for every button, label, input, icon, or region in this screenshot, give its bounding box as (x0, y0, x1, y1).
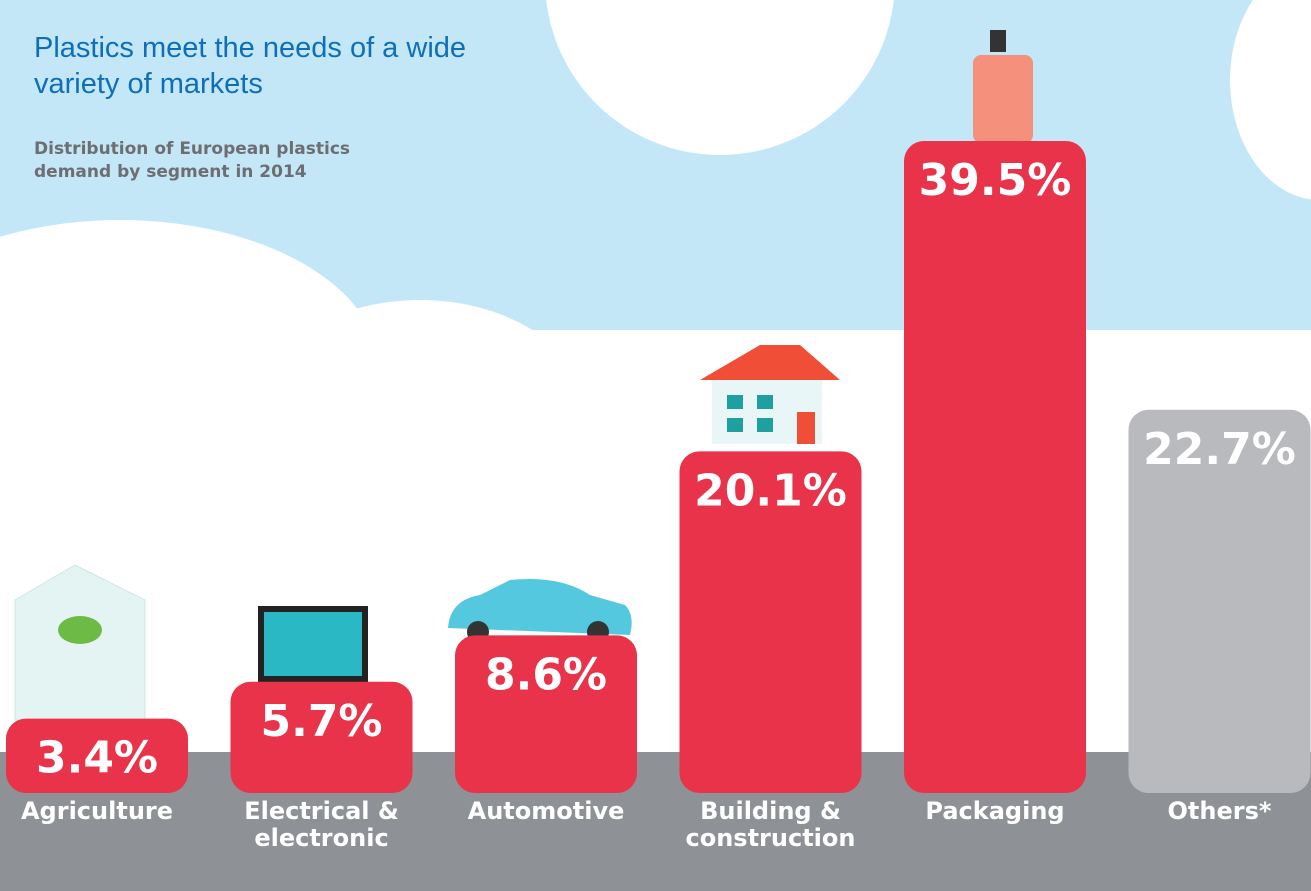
bar (679, 451, 862, 793)
bar (230, 681, 413, 793)
clouds (0, 0, 1311, 790)
bar (455, 635, 637, 793)
tv (258, 606, 368, 682)
category-label: Building & construction (685, 797, 856, 852)
bottle (973, 30, 1033, 143)
value-label: 5.7% (260, 696, 382, 747)
value-label: 20.1% (694, 465, 847, 516)
ground (0, 752, 1311, 891)
bar (904, 141, 1086, 793)
category-label: Electrical & electronic (244, 797, 399, 852)
category-label: Agriculture (20, 797, 174, 825)
bar (6, 718, 188, 793)
bar (1128, 409, 1311, 793)
value-label: 3.4% (36, 733, 158, 784)
value-label: 8.6% (485, 649, 607, 700)
category-label: Automotive (467, 797, 625, 825)
chart-subtitle: Distribution of European plastics demand… (34, 139, 351, 182)
category-label: Others* (1167, 797, 1272, 825)
house (700, 345, 840, 444)
category-label: Packaging (925, 797, 1065, 825)
value-label: 39.5% (919, 155, 1072, 206)
value-label: 22.7% (1143, 424, 1296, 475)
chart-title: Plastics meet the needs of a wide variet… (34, 32, 467, 100)
